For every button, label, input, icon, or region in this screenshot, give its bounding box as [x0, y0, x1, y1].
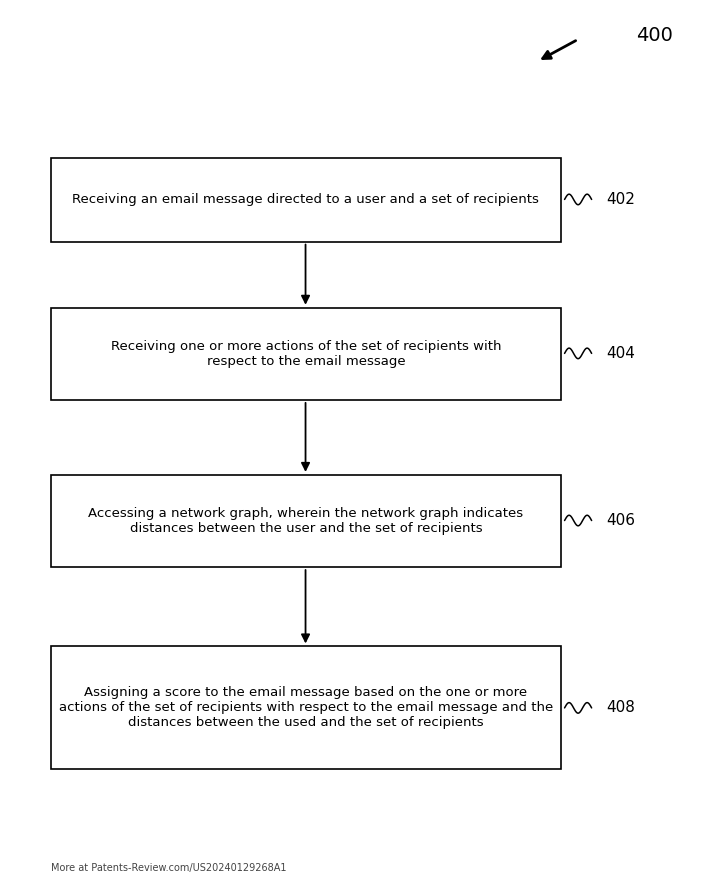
- FancyBboxPatch shape: [51, 646, 561, 770]
- FancyBboxPatch shape: [51, 475, 561, 567]
- Text: 402: 402: [607, 192, 636, 207]
- Text: Receiving an email message directed to a user and a set of recipients: Receiving an email message directed to a…: [73, 194, 539, 206]
- Text: 400: 400: [636, 26, 673, 45]
- Text: 406: 406: [607, 513, 636, 528]
- Text: Assigning a score to the email message based on the one or more
actions of the s: Assigning a score to the email message b…: [58, 686, 553, 729]
- Text: 408: 408: [607, 701, 636, 716]
- Text: More at Patents-Review.com/US20240129268A1: More at Patents-Review.com/US20240129268…: [51, 863, 286, 873]
- FancyBboxPatch shape: [51, 158, 561, 242]
- Text: 404: 404: [607, 346, 636, 361]
- FancyBboxPatch shape: [51, 307, 561, 400]
- Text: Receiving one or more actions of the set of recipients with
respect to the email: Receiving one or more actions of the set…: [111, 340, 501, 368]
- Text: Accessing a network graph, wherein the network graph indicates
distances between: Accessing a network graph, wherein the n…: [88, 507, 524, 535]
